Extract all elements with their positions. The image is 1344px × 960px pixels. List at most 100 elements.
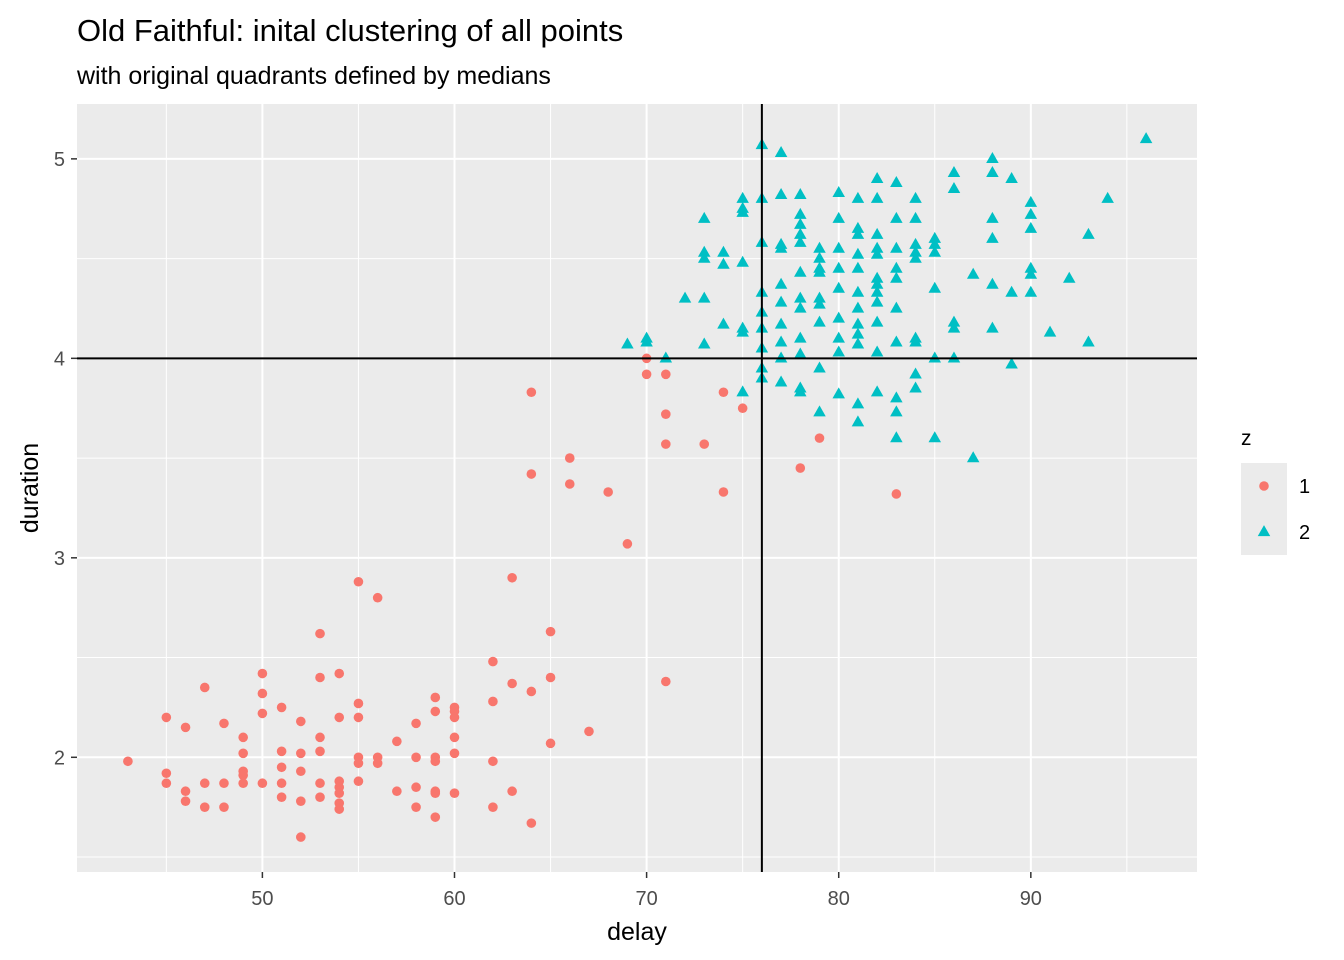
point-cluster-1 — [430, 788, 441, 799]
point-cluster-1 — [161, 712, 172, 723]
point-cluster-2 — [1101, 191, 1114, 203]
point-cluster-2 — [928, 237, 942, 249]
point-cluster-2 — [851, 397, 865, 409]
point-cluster-2 — [890, 241, 903, 253]
point-cluster-1 — [430, 692, 441, 703]
point-cluster-2 — [870, 315, 884, 327]
point-cluster-1 — [641, 369, 652, 380]
point-cluster-1 — [737, 403, 748, 414]
point-cluster-2 — [947, 351, 961, 363]
point-cluster-2 — [851, 261, 865, 273]
point-cluster-1 — [526, 469, 537, 479]
point-cluster-2 — [774, 187, 788, 199]
point-cluster-1 — [353, 712, 364, 723]
point-cluster-1 — [661, 439, 671, 449]
point-cluster-1 — [199, 778, 210, 789]
point-cluster-1 — [526, 686, 537, 697]
point-cluster-2 — [794, 291, 807, 303]
point-cluster-1 — [315, 672, 325, 683]
point-cluster-1 — [488, 696, 498, 707]
point-cluster-1 — [276, 702, 287, 713]
point-cluster-2 — [947, 181, 961, 193]
point-cluster-1 — [449, 788, 460, 799]
point-cluster-2 — [870, 241, 884, 253]
point-cluster-2 — [909, 381, 922, 393]
point-cluster-1 — [219, 718, 229, 729]
point-cluster-2 — [678, 291, 692, 303]
point-cluster-1 — [430, 706, 441, 717]
point-cluster-1 — [411, 782, 421, 793]
plot-panel — [77, 104, 1197, 872]
data-points — [123, 132, 1153, 842]
point-cluster-1 — [353, 758, 364, 769]
point-cluster-2 — [986, 152, 999, 164]
point-cluster-2 — [832, 345, 845, 357]
point-cluster-2 — [870, 277, 884, 289]
point-cluster-1 — [507, 678, 517, 689]
point-cluster-1 — [814, 433, 825, 443]
point-cluster-2 — [640, 335, 653, 347]
point-cluster-2 — [966, 267, 980, 279]
point-cluster-2 — [890, 211, 903, 223]
point-cluster-1 — [315, 778, 325, 789]
point-cluster-2 — [890, 175, 903, 187]
point-cluster-1 — [699, 439, 710, 449]
point-cluster-1 — [449, 712, 460, 723]
point-cluster-2 — [947, 315, 961, 327]
y-tick-label: 3 — [54, 548, 65, 570]
chart-subtitle: with original quadrants defined by media… — [76, 62, 551, 90]
point-cluster-2 — [890, 405, 903, 417]
point-cluster-1 — [507, 786, 517, 797]
point-cluster-1 — [488, 756, 498, 767]
point-cluster-2 — [794, 227, 807, 239]
point-cluster-2 — [928, 231, 942, 243]
point-cluster-2 — [832, 261, 845, 273]
point-cluster-2 — [717, 257, 730, 269]
point-cluster-2 — [832, 281, 845, 293]
point-cluster-2 — [909, 335, 922, 347]
point-cluster-2 — [794, 217, 807, 229]
point-cluster-2 — [1062, 271, 1076, 283]
point-cluster-1 — [622, 539, 633, 549]
point-cluster-2 — [966, 451, 980, 463]
point-cluster-1 — [795, 463, 806, 473]
x-tick-label: 70 — [635, 888, 657, 910]
point-cluster-1 — [180, 722, 191, 733]
point-cluster-2 — [851, 247, 865, 259]
point-cluster-2 — [928, 245, 942, 257]
point-cluster-2 — [909, 237, 922, 249]
point-cluster-1 — [315, 628, 325, 639]
point-cluster-2 — [870, 247, 884, 259]
x-tick-label: 60 — [443, 888, 465, 910]
point-cluster-2 — [870, 191, 884, 203]
point-cluster-1 — [488, 656, 498, 667]
point-cluster-2 — [736, 325, 749, 337]
point-cluster-2 — [1024, 207, 1038, 219]
point-cluster-1 — [276, 778, 287, 789]
point-cluster-1 — [161, 778, 172, 789]
point-cluster-1 — [430, 812, 441, 822]
point-cluster-2 — [659, 351, 673, 363]
point-cluster-2 — [736, 205, 749, 217]
point-cluster-2 — [621, 337, 634, 349]
point-cluster-1 — [219, 778, 229, 789]
point-cluster-1 — [564, 453, 575, 463]
point-cluster-1 — [199, 682, 210, 693]
point-cluster-1 — [123, 756, 133, 767]
point-cluster-2 — [928, 351, 942, 363]
point-cluster-2 — [774, 241, 788, 253]
axis-ticks: 50 60 70 80 90 2 3 4 5 — [54, 149, 1042, 910]
legend-label-cluster-2: 2 — [1299, 522, 1310, 544]
point-cluster-1 — [584, 726, 594, 737]
point-cluster-2 — [909, 191, 922, 203]
point-cluster-1 — [526, 818, 537, 828]
point-cluster-2 — [947, 321, 961, 333]
point-cluster-1 — [219, 802, 229, 812]
point-cluster-1 — [392, 786, 402, 797]
point-cluster-2 — [851, 285, 865, 297]
point-cluster-1 — [372, 592, 383, 603]
point-cluster-2 — [870, 271, 884, 283]
point-cluster-2 — [832, 331, 845, 343]
point-cluster-1 — [411, 752, 421, 763]
